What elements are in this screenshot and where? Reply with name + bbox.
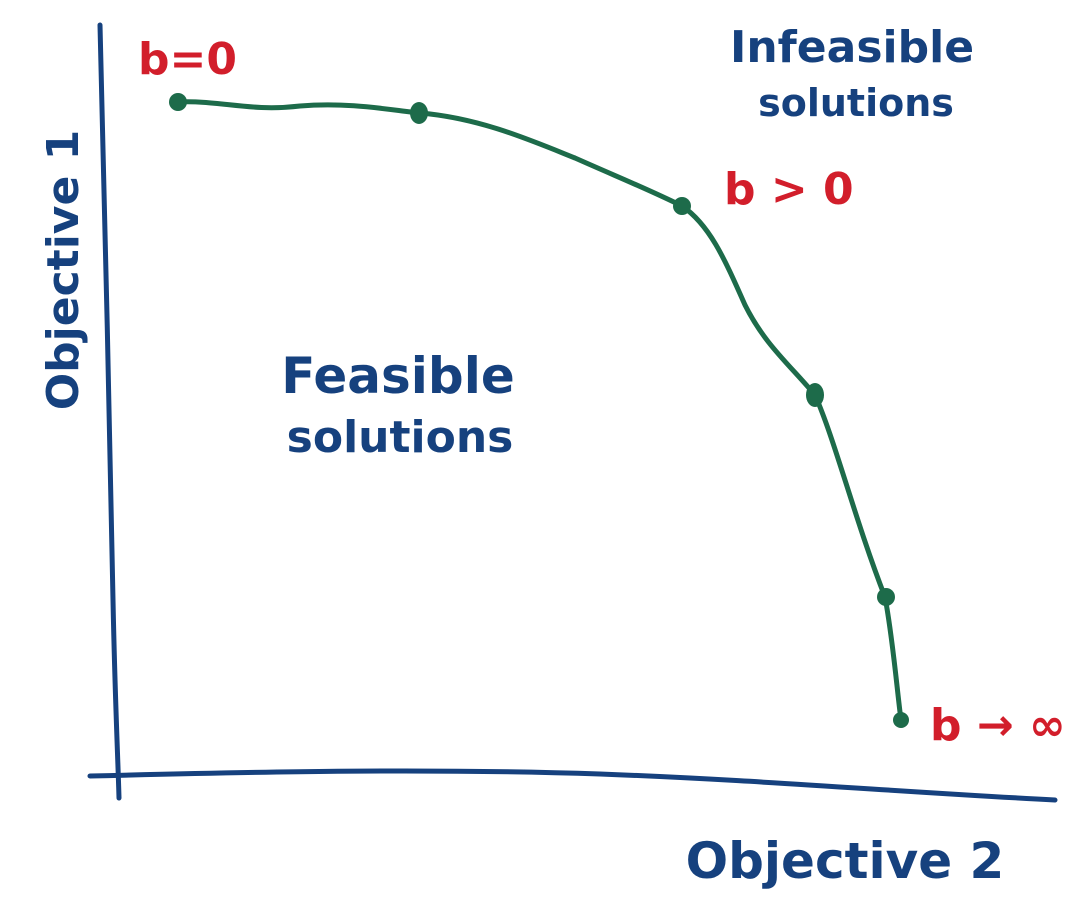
- curve-point-6: [893, 712, 909, 728]
- curve-point-3: [673, 197, 691, 215]
- y-axis-label: Objective 1: [38, 130, 89, 410]
- curve-point-1: [169, 93, 187, 111]
- curve-point-2: [410, 102, 428, 124]
- label-b-zero: b=0: [138, 34, 237, 85]
- feasible-label-line2: solutions: [287, 412, 514, 463]
- infeasible-label-line2: solutions: [758, 81, 954, 125]
- pareto-front: [169, 93, 909, 728]
- x-axis-label: Objective 2: [686, 832, 1005, 890]
- x-axis: [87, 768, 1058, 803]
- curve-point-5: [877, 588, 895, 606]
- infeasible-label-line1: Infeasible: [730, 22, 974, 73]
- axes: [87, 22, 1058, 803]
- feasible-label-line1: Feasible: [281, 347, 515, 405]
- y-axis: [97, 22, 122, 801]
- label-b-positive: b > 0: [724, 164, 854, 215]
- label-b-infinity: b → ∞: [930, 700, 1066, 751]
- curve-point-4: [806, 383, 824, 407]
